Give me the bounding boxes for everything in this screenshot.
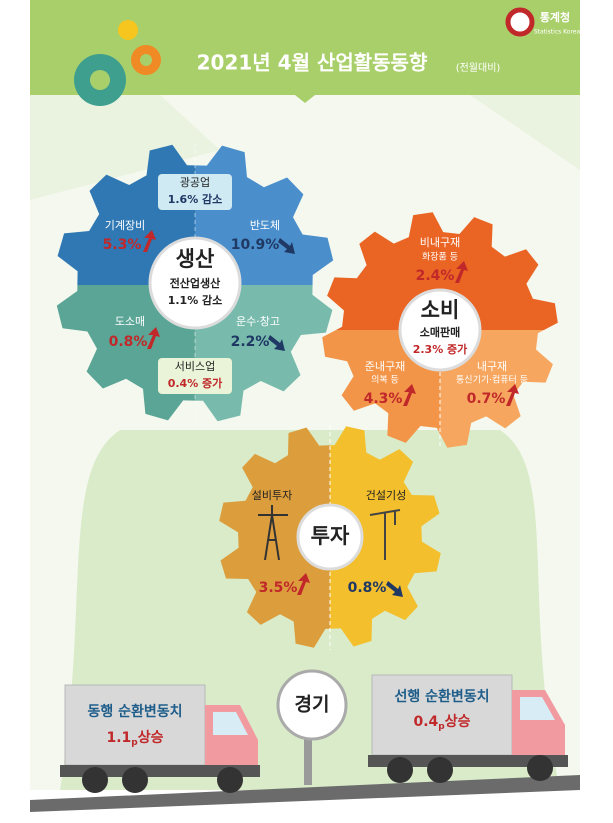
logo-english: Statistics Korea [534,29,581,36]
value: 0.8% [348,580,387,596]
economy-label: 선행 순환변동치 [394,688,489,705]
arrow-up [297,573,310,595]
economy-value: 0.4p상승 [413,714,470,732]
center-value: 2.3% 증가 [413,342,468,356]
icon-rig [258,505,288,561]
subscript: p [438,722,445,732]
label: 내구재 [477,360,507,373]
wheel [122,767,148,793]
wheel [527,755,553,781]
label: 도소매 [115,315,145,328]
economy-value: 1.1p상승 [106,730,163,748]
center-title: 소비 [421,298,460,322]
arrow-up [506,384,519,406]
value: 1.1 [106,730,131,746]
arrow-up [143,230,156,252]
detail: 통신기기·컴퓨터 등 [456,374,528,386]
arrow-down [268,335,285,351]
arrow-down [278,238,295,254]
sign-title: 경기 [295,694,330,716]
value: 5.3% [103,237,142,253]
center-value: 1.1% 감소 [168,293,223,307]
detail: 화장품 등 [422,252,458,263]
center-circle [296,503,364,571]
center-circle [398,288,482,372]
subtitle: (전월대비) [456,62,501,74]
truck-chassis [368,755,568,767]
economy-label: 동행 순환변동치 [87,703,182,720]
value: 1.6% 감소 [168,192,223,206]
label: 비내구재 [420,236,460,249]
header-gear-hole [90,70,110,90]
value: 2.4% [416,268,455,284]
header-pointer [295,95,315,103]
arrow-up [403,384,416,406]
logo-mark [505,7,535,37]
value: 0.4 [413,714,438,730]
label: 운수·창고 [236,315,280,328]
center-circle [148,236,242,330]
value: 0.4% 증가 [168,376,223,390]
arrow-up [147,327,160,349]
label: 준내구재 [365,360,405,373]
truck-window [520,697,555,720]
label: 설비투자 [252,489,292,502]
center-title: 투자 [311,524,350,548]
label-box [158,174,232,210]
value: 2.2% [231,334,270,350]
label: 서비스업 [175,360,215,373]
gear-segment [327,212,558,330]
label: 광공업 [180,176,210,189]
road [30,775,580,812]
bg-shape [470,95,580,170]
value: 4.3% [364,391,403,407]
center-title: 생산 [176,247,215,271]
sign-pole [304,700,312,785]
wheel [427,757,453,783]
logo-name: 통계청 [540,10,570,24]
value: 3.5% [259,580,298,596]
detail: 의복 등 [371,375,399,386]
value: 0.7% [467,391,506,407]
wheel [82,767,108,793]
subscript: p [131,738,138,748]
label: 반도체 [250,219,280,232]
label: 기계장비 [105,219,145,232]
center-label: 전산업생산 [170,276,221,290]
title: 2021년 4월 산업활동동향 [197,51,428,75]
truck-box [371,674,513,756]
wheel [217,767,243,793]
value: 0.8% [109,334,148,350]
arrow-up [455,261,468,283]
label-box [158,358,232,394]
center-label: 소매판매 [420,325,460,339]
bg-shape [30,95,220,200]
icon-crane [369,509,401,560]
truck-chassis [60,765,260,777]
wheel [387,757,413,783]
suffix: 상승 [445,714,471,730]
sign [276,669,348,741]
value: 10.9% [231,237,280,253]
header-gear [118,20,138,40]
header-gear-hole [140,54,152,66]
suffix: 상승 [138,730,164,746]
truck-box [64,684,206,766]
label: 건설기성 [366,489,406,502]
arrow-down [386,581,403,597]
truck-window [213,712,248,735]
